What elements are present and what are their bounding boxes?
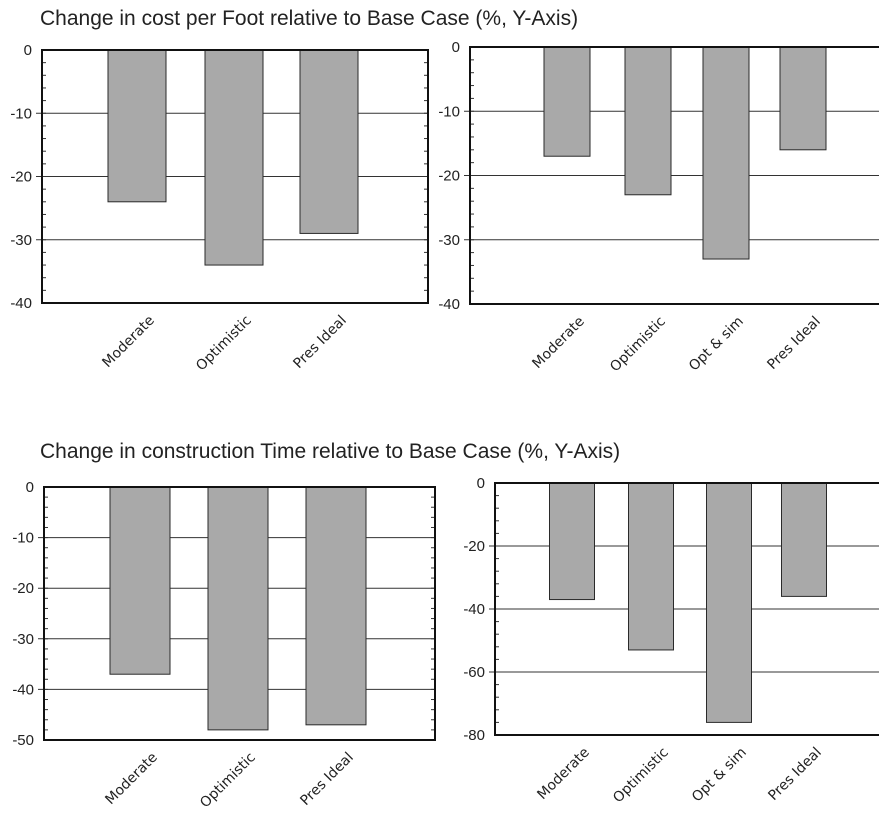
bar — [624, 46, 672, 196]
y-tick-label: 0 — [477, 475, 485, 492]
category-label: Moderate — [529, 314, 587, 372]
y-tick-label: -10 — [10, 105, 32, 122]
bar — [628, 482, 674, 651]
category-label: Pres Ideal — [764, 314, 823, 373]
category-label: Pres Ideal — [765, 745, 824, 804]
bar — [204, 49, 264, 266]
category-label: Moderate — [534, 745, 592, 803]
category-label: Optimistic — [193, 313, 255, 375]
bar — [207, 486, 269, 731]
y-tick-label: -10 — [12, 530, 34, 547]
plot-frame — [43, 486, 436, 741]
y-tick-label: -30 — [12, 631, 34, 648]
bar — [107, 49, 167, 203]
time-section-title: Change in construction Time relative to … — [40, 440, 621, 463]
bar — [781, 482, 827, 597]
bar — [706, 482, 752, 723]
cost-chart-left: 0 -10 -20 -30 -40 Moderate Optimistic Pres Idea… — [10, 42, 429, 374]
y-tick-label: 0 — [26, 479, 34, 496]
cost-chart-right: 0 -10 -20 -30 -40 Moderate Optimistic Opt & sim… — [438, 39, 879, 375]
y-tick-label: 0 — [452, 39, 460, 56]
y-tick-label: -10 — [438, 103, 460, 120]
y-tick-label: -20 — [12, 580, 34, 597]
category-label: Pres Ideal — [290, 313, 349, 372]
category-label: Opt & sim — [686, 314, 747, 375]
category-label: Optimistic — [607, 314, 669, 376]
category-label: Pres Ideal — [297, 750, 356, 809]
y-tick-label: -40 — [10, 295, 32, 312]
y-tick-label: -40 — [463, 601, 485, 618]
plot-frame — [469, 46, 879, 305]
plot-frame — [494, 482, 879, 736]
plot-frame — [41, 49, 429, 304]
y-tick-label: -80 — [463, 727, 485, 744]
y-tick-label: -30 — [438, 232, 460, 249]
y-tick-label: -20 — [10, 169, 32, 186]
y-tick-label: -60 — [463, 664, 485, 681]
y-tick-label: -40 — [12, 681, 34, 698]
bar — [549, 482, 595, 601]
y-tick-label: -20 — [463, 538, 485, 555]
bar — [543, 46, 591, 157]
category-label: Optimistic — [610, 745, 672, 807]
y-tick-label: -50 — [12, 732, 34, 749]
bar — [299, 49, 359, 234]
y-tick-label: 0 — [24, 42, 32, 59]
time-chart-left: 0 -10 -20 -30 -40 -50 Moderate Optimistic Pres I… — [12, 479, 436, 812]
y-tick-label: -30 — [10, 232, 32, 249]
category-label: Opt & sim — [689, 745, 750, 806]
category-label: Optimistic — [197, 750, 259, 812]
bar — [702, 46, 750, 260]
bar — [109, 486, 171, 675]
bar — [779, 46, 827, 151]
y-tick-label: -20 — [438, 168, 460, 185]
time-chart-right: 0 -20 -40 -60 -80 Moderate Optimistic Opt & sim… — [463, 475, 879, 807]
cost-section-title: Change in cost per Foot relative to Base… — [40, 7, 579, 30]
bar — [305, 486, 367, 726]
category-label: Moderate — [102, 750, 160, 808]
y-tick-label: -40 — [438, 296, 460, 313]
category-label: Moderate — [99, 313, 157, 371]
